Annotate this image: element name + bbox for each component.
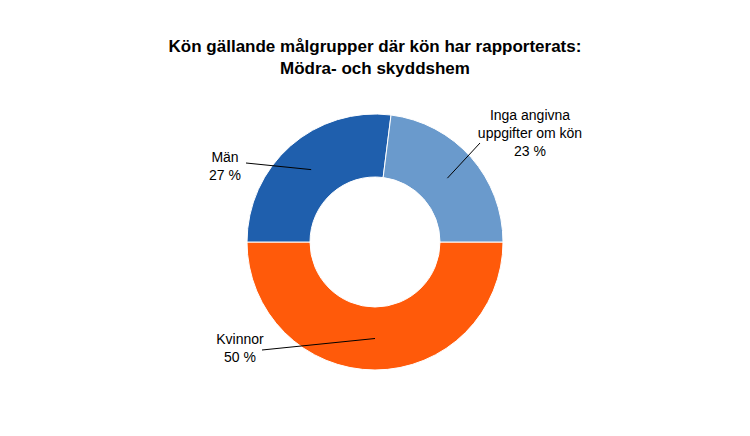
- chart: Kön gällande målgrupper där kön har rapp…: [0, 0, 750, 436]
- slice-label: Män 27 %: [209, 149, 241, 183]
- leader-line: [447, 143, 480, 178]
- value-label: 27 %: [209, 167, 241, 183]
- title-line: Kön gällande målgrupper där kön har rapp…: [169, 37, 582, 56]
- category-label: Inga angivna: [490, 107, 570, 123]
- title: Kön gällande målgrupper där kön har rapp…: [169, 37, 582, 78]
- leader-line: [262, 339, 375, 351]
- value-label: 23 %: [514, 143, 546, 159]
- category-label: Kvinnor: [216, 331, 264, 347]
- category-label: Män: [211, 149, 238, 165]
- slice-label: Inga angivna uppgifter om kön 23 %: [478, 107, 582, 159]
- category-label: uppgifter om kön: [478, 125, 582, 141]
- title-line: Mödra- och skyddshem: [280, 59, 470, 78]
- slice: [247, 242, 503, 370]
- slices: [247, 114, 503, 370]
- slice-label: Kvinnor 50 %: [216, 331, 264, 365]
- slice: [247, 114, 391, 242]
- labels: Kvinnor 50 % Män 27 % Inga angivna uppgifter …: [209, 107, 582, 365]
- leader-line: [246, 163, 311, 170]
- value-label: 50 %: [224, 349, 256, 365]
